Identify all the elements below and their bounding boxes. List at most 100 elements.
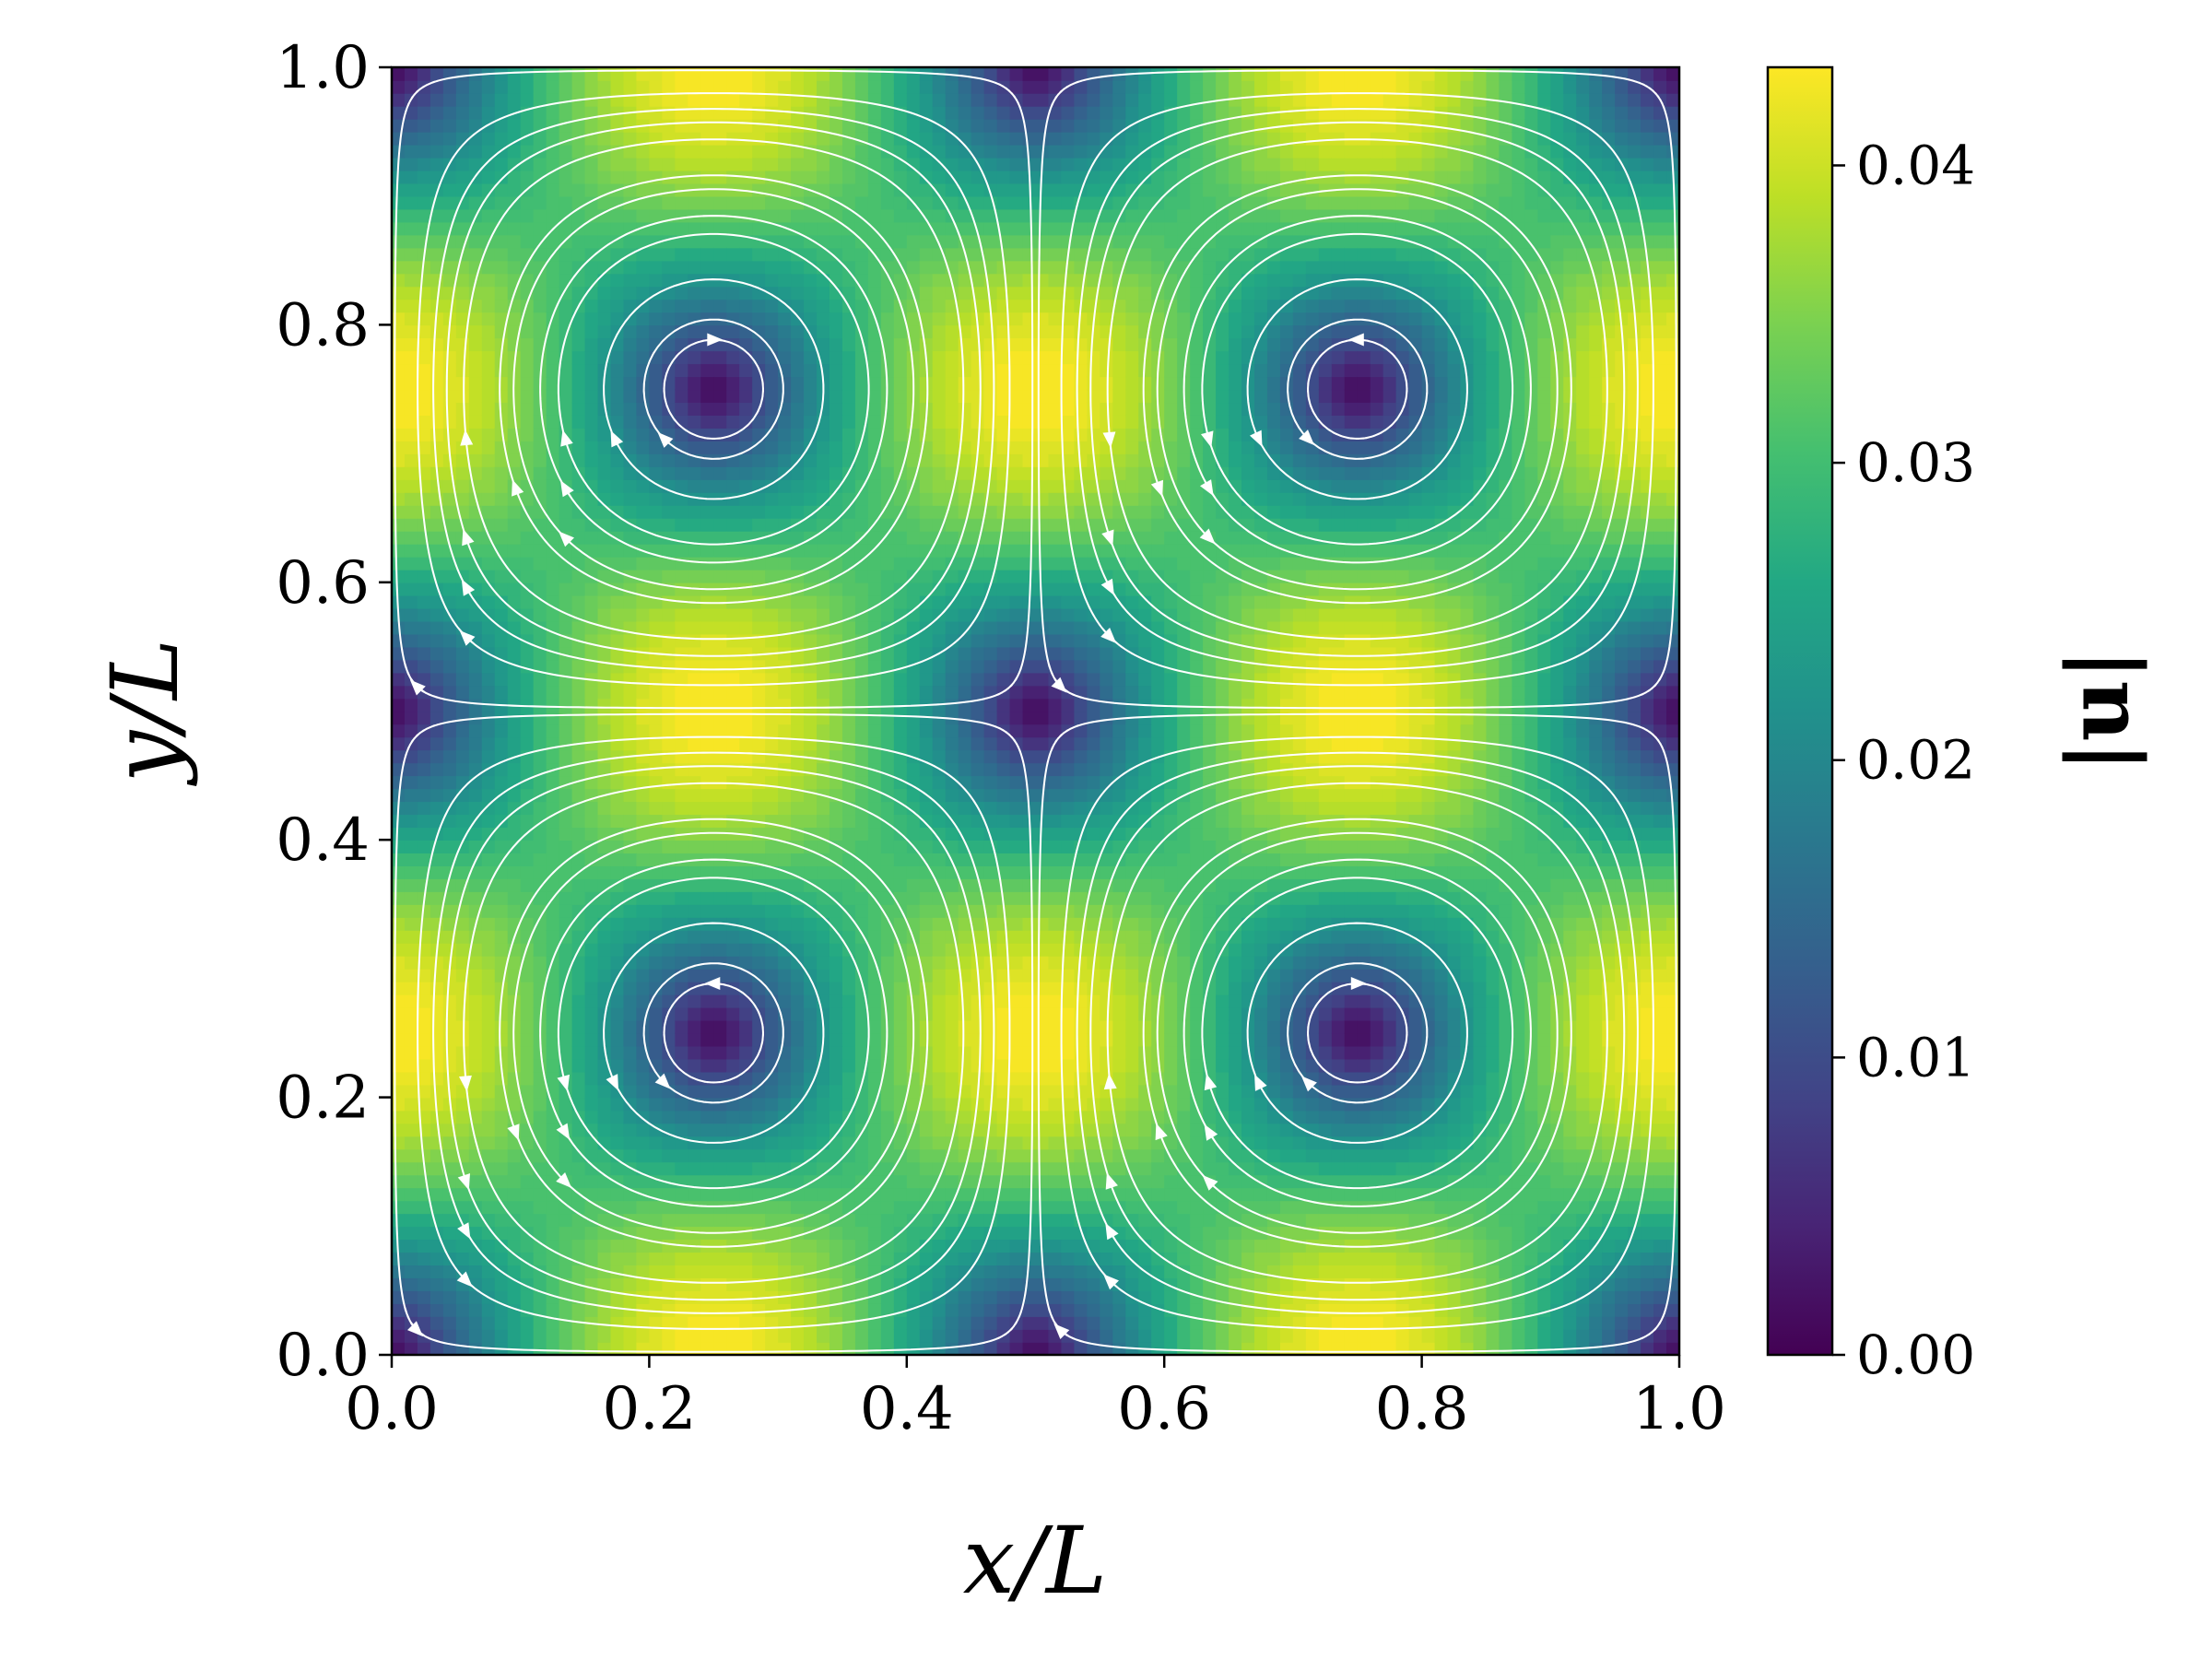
heatmap-cell <box>1009 428 1024 441</box>
heatmap-cell <box>700 118 715 133</box>
heatmap-cell <box>455 620 470 635</box>
heatmap-cell <box>546 929 560 944</box>
heatmap-cell <box>919 633 934 648</box>
heatmap-cell <box>958 659 972 674</box>
heatmap-cell <box>829 79 843 94</box>
heatmap-cell <box>675 517 689 532</box>
heatmap-cell <box>649 195 664 210</box>
heatmap-cell <box>700 1006 715 1021</box>
heatmap-cell <box>983 260 998 275</box>
heatmap-cell <box>392 840 406 853</box>
heatmap-cell <box>971 775 985 790</box>
heatmap-cell <box>971 1265 985 1278</box>
heatmap-cell <box>392 659 406 674</box>
heatmap-cell <box>817 1161 830 1176</box>
heatmap-cell <box>983 170 998 184</box>
heatmap-cell <box>533 942 547 957</box>
heatmap-cell <box>713 891 728 905</box>
heatmap-cell <box>623 1123 638 1137</box>
heatmap-cell <box>713 67 728 81</box>
heatmap-cell <box>893 788 908 803</box>
heatmap-cell <box>636 208 651 223</box>
heatmap-cell <box>533 182 547 197</box>
heatmap-cell <box>958 1084 972 1099</box>
heatmap-cell <box>610 67 625 81</box>
heatmap-cell <box>867 273 882 288</box>
heatmap-cell <box>533 1213 547 1228</box>
heatmap-cell <box>533 968 547 982</box>
heatmap-cell <box>919 749 934 764</box>
heatmap-cell <box>559 594 573 609</box>
heatmap-cell <box>919 929 934 944</box>
heatmap-cell <box>778 1329 792 1343</box>
heatmap-cell <box>481 492 496 506</box>
heatmap-cell <box>971 1032 985 1047</box>
heatmap-cell <box>442 273 457 288</box>
heatmap-cell <box>726 517 740 532</box>
heatmap-cell <box>1009 865 1024 879</box>
heatmap-cell <box>752 543 766 558</box>
heatmap-cell <box>688 1174 702 1189</box>
heatmap-cell <box>765 453 779 467</box>
heatmap-cell <box>791 1342 805 1355</box>
heatmap-cell <box>726 299 740 313</box>
heatmap-cell <box>817 853 830 866</box>
heatmap-cell <box>623 1071 638 1086</box>
heatmap-cell <box>829 929 843 944</box>
heatmap-cell <box>533 1058 547 1073</box>
heatmap-cell <box>662 788 677 803</box>
heatmap-cell <box>481 1252 496 1266</box>
heatmap-cell <box>559 749 573 764</box>
heatmap-cell <box>893 891 908 905</box>
heatmap-cell <box>688 659 702 674</box>
heatmap-cell <box>429 1200 444 1215</box>
heatmap-cell <box>726 994 740 1008</box>
heatmap-cell <box>584 1045 599 1060</box>
heatmap-cell <box>778 441 792 454</box>
heatmap-cell <box>854 428 869 441</box>
heatmap-cell <box>752 144 766 159</box>
heatmap-cell <box>688 105 702 120</box>
heatmap-cell <box>791 929 805 944</box>
heatmap-cell <box>392 530 406 545</box>
heatmap-cell <box>688 994 702 1008</box>
heatmap-cell <box>468 762 483 777</box>
heatmap-cell <box>971 788 985 803</box>
heatmap-cell <box>494 157 509 171</box>
heatmap-cell <box>675 1148 689 1163</box>
heatmap-cell <box>854 955 869 970</box>
heatmap-cell <box>455 453 470 467</box>
heatmap-cell <box>520 428 535 441</box>
heatmap-cell <box>571 1032 586 1047</box>
heatmap-cell <box>880 92 895 107</box>
heatmap-cell <box>597 955 612 970</box>
heatmap-cell <box>778 1174 792 1189</box>
heatmap-cell <box>958 736 972 751</box>
heatmap-cell <box>610 994 625 1008</box>
heatmap-cell <box>919 840 934 853</box>
heatmap-cell <box>958 814 972 829</box>
heatmap-cell <box>546 775 560 790</box>
heatmap-cell <box>494 492 509 506</box>
heatmap-cell <box>546 981 560 995</box>
heatmap-cell <box>675 466 689 480</box>
heatmap-cell <box>880 479 895 493</box>
heatmap-cell <box>996 569 1011 583</box>
heatmap-cell <box>392 1329 406 1343</box>
heatmap-cell <box>662 749 677 764</box>
heatmap-cell <box>481 1135 496 1150</box>
heatmap-cell <box>533 208 547 223</box>
heatmap-cell <box>867 1303 882 1317</box>
heatmap-cell <box>610 865 625 879</box>
heatmap-cell <box>442 569 457 583</box>
heatmap-cell <box>945 182 959 197</box>
heatmap-cell <box>417 67 431 81</box>
heatmap-cell <box>932 853 947 866</box>
heatmap-cell <box>1009 1252 1024 1266</box>
heatmap-cell <box>778 312 792 326</box>
heatmap-cell <box>841 607 856 622</box>
heatmap-cell <box>584 659 599 674</box>
heatmap-cell <box>958 157 972 171</box>
heatmap-cell <box>778 376 792 391</box>
heatmap-cell <box>417 144 431 159</box>
